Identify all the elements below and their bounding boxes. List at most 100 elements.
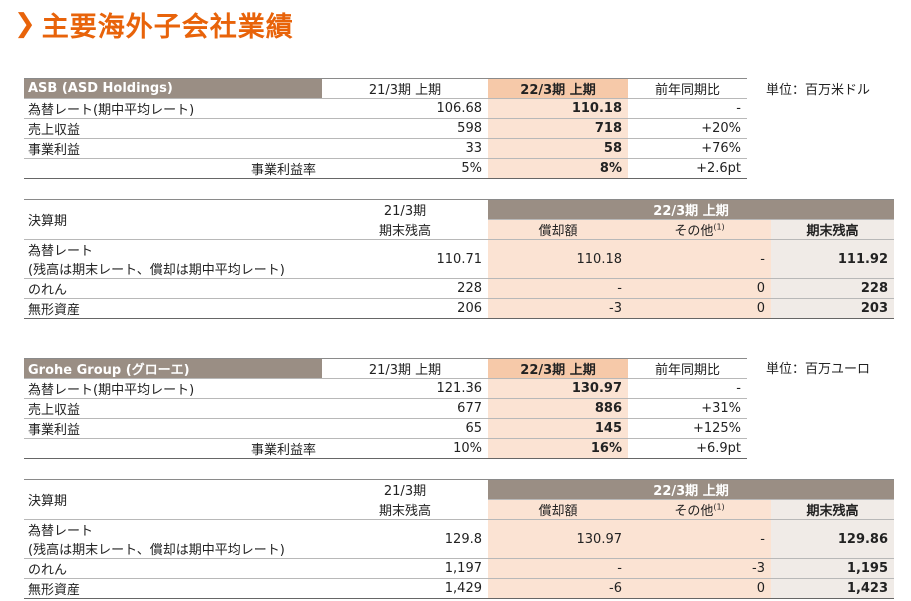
row-label: 売上収益 bbox=[24, 118, 322, 139]
col-prev: 21/3期 上期 bbox=[322, 78, 488, 99]
row-label: 事業利益率 bbox=[24, 158, 322, 179]
col-amort: 償却額 bbox=[488, 219, 628, 240]
col-end-balance: 期末残高 bbox=[771, 219, 895, 240]
cell-prev: 228 bbox=[322, 278, 488, 299]
table-row: 事業利益 65 145 +125% bbox=[24, 418, 747, 439]
footnote-mark: (1) bbox=[713, 502, 725, 512]
table-row: 事業利益率 5% 8% +2.6pt bbox=[24, 158, 747, 179]
table-header-row: 決算期 21/3期 22/3期 上期 bbox=[24, 199, 895, 240]
cell-cur: 718 bbox=[488, 118, 628, 139]
table-subheader-row: 期末残高 償却額 その他(1) 期末残高 bbox=[24, 499, 895, 520]
col-prev-period: 21/3期 bbox=[322, 479, 488, 500]
cell-prev: 110.71 bbox=[322, 239, 488, 279]
table-header-row: ASB (ASD Holdings) 21/3期 上期 22/3期 上期 前年同… bbox=[24, 78, 747, 99]
cell-prev: 1,197 bbox=[322, 558, 488, 579]
row-label: 為替レート(期中平均レート) bbox=[24, 378, 322, 399]
cell-cur: 58 bbox=[488, 138, 628, 159]
col-cur-band: 22/3期 上期 bbox=[488, 199, 895, 220]
company-name: Grohe Group (グローエ) bbox=[24, 358, 322, 379]
fx-label-note: (残高は期末レート、償却は期中平均レート) bbox=[28, 263, 285, 278]
table-subheader-row: 期末残高 償却額 その他(1) 期末残高 bbox=[24, 219, 895, 240]
asb-unit: 単位：百万米ドル bbox=[766, 83, 871, 98]
asb-goodwill-table: 決算期 21/3期 22/3期 上期 期末残高 償却額 その他(1) 期末残高 … bbox=[24, 199, 895, 319]
cell-yoy: +20% bbox=[628, 118, 747, 139]
company-name: ASB (ASD Holdings) bbox=[24, 78, 322, 99]
fiscal-period-label: 決算期 bbox=[24, 199, 322, 240]
col-end-balance: 期末残高 bbox=[771, 499, 895, 520]
chevron-right-icon: ❯ bbox=[14, 9, 36, 39]
table-row: 無形資産 206 -3 0 203 bbox=[24, 298, 895, 319]
fx-label-main: 為替レート bbox=[28, 244, 94, 259]
row-label: のれん bbox=[24, 278, 322, 299]
cell-cur: 110.18 bbox=[488, 98, 628, 119]
cell-yoy: +2.6pt bbox=[628, 158, 747, 179]
cell-other: - bbox=[628, 519, 771, 559]
col-cur-band: 22/3期 上期 bbox=[488, 479, 895, 500]
table-row: 為替レート (残高は期末レート、償却は期中平均レート) 129.8 130.97 … bbox=[24, 519, 895, 559]
row-label: のれん bbox=[24, 558, 322, 579]
cell-yoy: +31% bbox=[628, 398, 747, 419]
cell-prev: 65 bbox=[322, 418, 488, 439]
table-row: 売上収益 677 886 +31% bbox=[24, 398, 747, 419]
row-label: 無形資産 bbox=[24, 578, 322, 599]
cell-cur: 886 bbox=[488, 398, 628, 419]
row-label: 無形資産 bbox=[24, 298, 322, 319]
table-row: 為替レート (残高は期末レート、償却は期中平均レート) 110.71 110.18… bbox=[24, 239, 895, 279]
table-header-row: 決算期 21/3期 22/3期 上期 bbox=[24, 479, 895, 520]
cell-amort: -3 bbox=[488, 298, 628, 319]
cell-other: 0 bbox=[628, 578, 771, 599]
fx-label-note: (残高は期末レート、償却は期中平均レート) bbox=[28, 543, 285, 558]
col-other: その他(1) bbox=[628, 219, 771, 240]
fiscal-period-label: 決算期 bbox=[24, 479, 322, 520]
cell-prev: 5% bbox=[322, 158, 488, 179]
table-row: のれん 228 - 0 228 bbox=[24, 278, 895, 299]
row-label: 事業利益 bbox=[24, 138, 322, 159]
cell-prev: 677 bbox=[322, 398, 488, 419]
asb-summary-table: ASB (ASD Holdings) 21/3期 上期 22/3期 上期 前年同… bbox=[24, 78, 747, 179]
fx-label-main: 為替レート bbox=[28, 524, 94, 539]
table-row: 為替レート(期中平均レート) 121.36 130.97 - bbox=[24, 378, 747, 399]
row-label: 売上収益 bbox=[24, 398, 322, 419]
table-row: のれん 1,197 - -3 1,195 bbox=[24, 558, 895, 579]
page-title: ❯ 主要海外子会社業績 bbox=[14, 4, 294, 44]
cell-end: 129.86 bbox=[771, 519, 895, 559]
cell-cur: 130.97 bbox=[488, 378, 628, 399]
table-row: 売上収益 598 718 +20% bbox=[24, 118, 747, 139]
col-amort: 償却額 bbox=[488, 499, 628, 520]
cell-end: 203 bbox=[771, 298, 895, 319]
cell-yoy: +76% bbox=[628, 138, 747, 159]
cell-yoy: - bbox=[628, 378, 747, 399]
cell-end: 111.92 bbox=[771, 239, 895, 279]
col-cur: 22/3期 上期 bbox=[488, 78, 628, 99]
cell-cur: 145 bbox=[488, 418, 628, 439]
table-header-row: Grohe Group (グローエ) 21/3期 上期 22/3期 上期 前年同… bbox=[24, 358, 747, 379]
cell-prev: 10% bbox=[322, 438, 488, 459]
table-row: 事業利益率 10% 16% +6.9pt bbox=[24, 438, 747, 459]
col-other-text: その他 bbox=[674, 224, 714, 239]
fx-label: 為替レート (残高は期末レート、償却は期中平均レート) bbox=[24, 519, 322, 559]
cell-cur: 16% bbox=[488, 438, 628, 459]
cell-yoy: +125% bbox=[628, 418, 747, 439]
cell-prev: 33 bbox=[322, 138, 488, 159]
row-label: 為替レート(期中平均レート) bbox=[24, 98, 322, 119]
col-prev-balance: 期末残高 bbox=[322, 219, 488, 240]
cell-amort: - bbox=[488, 558, 628, 579]
table-row: 事業利益 33 58 +76% bbox=[24, 138, 747, 159]
cell-end: 1,195 bbox=[771, 558, 895, 579]
col-other-text: その他 bbox=[674, 504, 714, 519]
col-yoy: 前年同期比 bbox=[628, 78, 747, 99]
col-prev-period: 21/3期 bbox=[322, 199, 488, 220]
cell-end: 228 bbox=[771, 278, 895, 299]
cell-prev: 206 bbox=[322, 298, 488, 319]
page-title-text: 主要海外子会社業績 bbox=[41, 11, 294, 43]
col-yoy: 前年同期比 bbox=[628, 358, 747, 379]
col-cur: 22/3期 上期 bbox=[488, 358, 628, 379]
cell-other: -3 bbox=[628, 558, 771, 579]
cell-amort: 110.18 bbox=[488, 239, 628, 279]
cell-prev: 1,429 bbox=[322, 578, 488, 599]
cell-other: 0 bbox=[628, 278, 771, 299]
grohe-summary-table: Grohe Group (グローエ) 21/3期 上期 22/3期 上期 前年同… bbox=[24, 358, 747, 459]
col-prev: 21/3期 上期 bbox=[322, 358, 488, 379]
cell-cur: 8% bbox=[488, 158, 628, 179]
grohe-unit: 単位：百万ユーロ bbox=[766, 362, 871, 377]
